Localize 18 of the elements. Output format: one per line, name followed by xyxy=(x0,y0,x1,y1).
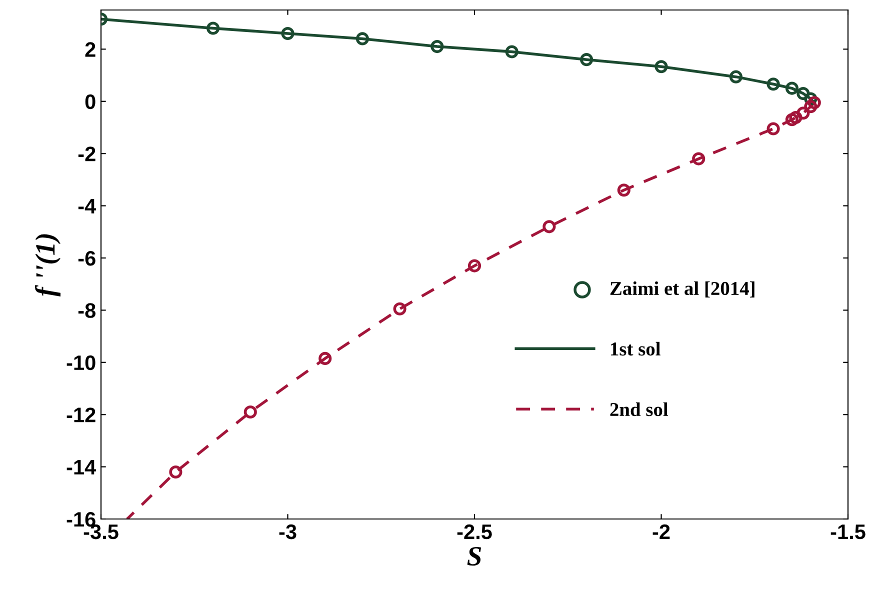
y-axis-title: f ''(1) xyxy=(35,234,60,297)
y-tick-label: -4 xyxy=(78,198,96,214)
y-tick-label: -6 xyxy=(78,250,96,266)
y-tick-label: -12 xyxy=(66,408,96,422)
legend-label: 1st sol xyxy=(611,342,660,356)
x-tick-label: -1.5 xyxy=(830,524,866,540)
y-tick-label: -10 xyxy=(66,355,96,370)
x-tick-label: -2.5 xyxy=(457,524,492,540)
legend-label: Zaimi et al [2014] xyxy=(610,281,754,298)
y-tick-label: 2 xyxy=(85,42,96,57)
legend-label: 2nd sol xyxy=(610,402,668,416)
y-tick-label: -2 xyxy=(78,146,96,162)
y-tick-label: -14 xyxy=(66,460,96,474)
x-tick-label: -3 xyxy=(279,524,296,540)
y-tick-label: -8 xyxy=(78,303,96,318)
x-axis-title: S xyxy=(467,546,482,566)
x-tick-label: -2 xyxy=(652,524,670,539)
y-tick-label: 0 xyxy=(85,94,96,110)
